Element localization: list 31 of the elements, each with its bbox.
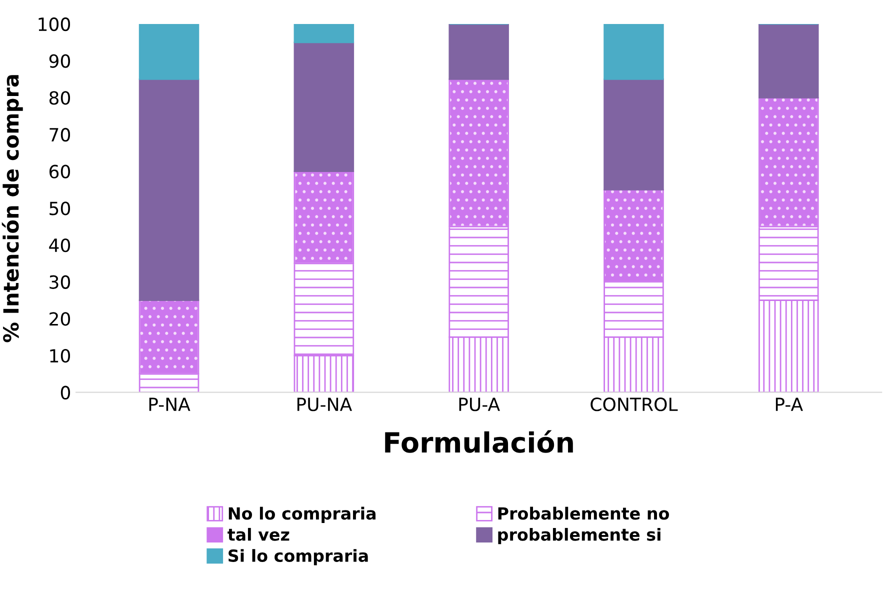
bar	[448, 24, 509, 80]
y-tick-label: 0	[60, 386, 70, 400]
bar	[294, 24, 354, 44]
x-tick-label: P-A	[776, 398, 803, 411]
bar	[294, 42, 354, 172]
legend-label: Si lo compraria	[228, 549, 368, 566]
x-tick-label: P-NA	[149, 398, 190, 411]
bar	[604, 78, 664, 190]
x-tick-label: PU-NA	[297, 398, 352, 412]
y-axis-title: % Intención de compra	[2, 75, 23, 342]
y-tick-label: 40	[49, 238, 70, 252]
bar	[604, 24, 664, 80]
y-tick-label: 100	[38, 17, 70, 32]
legend-label: tal vez	[228, 528, 290, 541]
x-axis-title: Formulación	[385, 430, 573, 453]
bar	[138, 78, 200, 301]
y-tick-label: 60	[50, 164, 70, 178]
bar	[138, 24, 200, 80]
y-tick-label: 80	[49, 91, 70, 105]
y-tick-label: 20	[50, 312, 70, 326]
x-tick-label: PU-A	[459, 398, 500, 412]
y-tick-label: 30	[50, 275, 70, 289]
y-tick-label: 90	[49, 54, 70, 68]
y-tick-label: 10	[50, 348, 70, 363]
legend-label: Probablemente no	[498, 506, 670, 520]
legend-label: No lo compraria	[228, 506, 376, 523]
bar	[758, 24, 819, 98]
legend-label: probablemente si	[498, 528, 660, 544]
x-tick-label: CONTROL	[590, 398, 678, 412]
y-tick-label: 70	[50, 128, 70, 142]
y-tick-label: 50	[50, 202, 70, 216]
